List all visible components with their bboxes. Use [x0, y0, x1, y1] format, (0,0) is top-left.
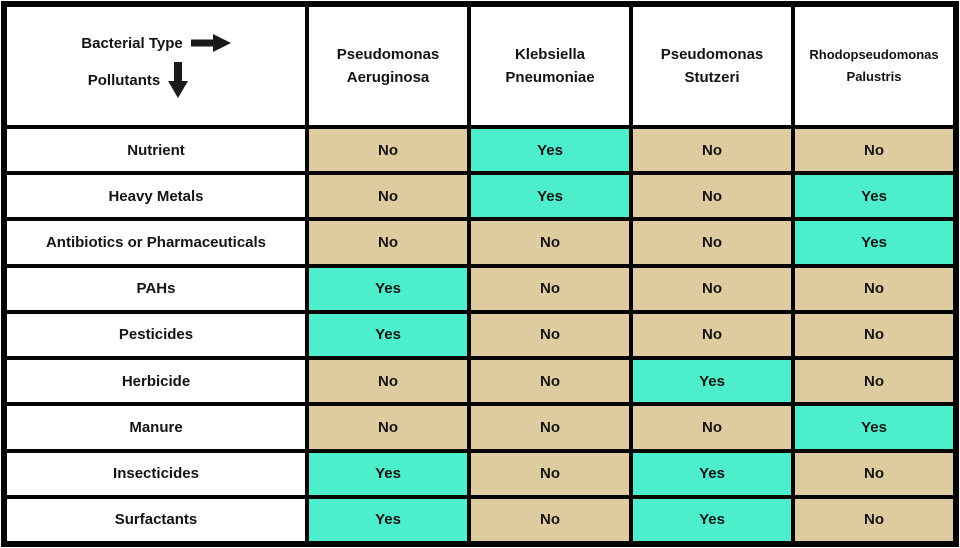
answer-cell: No [309, 221, 467, 264]
pollutants-axis-label: Pollutants [87, 71, 161, 89]
row-label-herbicide: Herbicide [7, 360, 305, 403]
column-header-klebsiella-pneumoniae: Klebsiella Pneumoniae [471, 7, 629, 125]
answer-cell: No [471, 267, 629, 310]
answer-cell: No [795, 129, 953, 172]
answer-cell: No [795, 452, 953, 495]
answer-cell: Yes [471, 175, 629, 218]
answer-cell: Yes [633, 360, 791, 403]
answer-cell: No [309, 406, 467, 449]
answer-cell: Yes [309, 452, 467, 495]
answer-cell: No [471, 406, 629, 449]
answer-cell: No [633, 129, 791, 172]
answer-cell: Yes [309, 267, 467, 310]
row-label-insecticides: Insecticides [7, 452, 305, 495]
answer-cell: Yes [309, 313, 467, 357]
answer-cell: Yes [795, 221, 953, 264]
answer-cell: Yes [795, 175, 953, 218]
answer-cell: No [633, 175, 791, 218]
answer-cell: Yes [309, 498, 467, 541]
column-header-pseudomonas-stutzeri: Pseudomonas Stutzeri [633, 7, 791, 125]
answer-cell: No [471, 498, 629, 541]
pollutants-axis: Pollutants [88, 62, 189, 98]
answer-cell: No [309, 175, 467, 218]
answer-cell: No [471, 221, 629, 264]
bacterial-type-axis: Bacterial Type [81, 34, 231, 52]
answer-cell: No [795, 313, 953, 357]
row-label-heavy-metals: Heavy Metals [7, 175, 305, 218]
answer-cell: No [633, 406, 791, 449]
row-label-surfactants: Surfactants [7, 498, 305, 541]
answer-cell: No [471, 360, 629, 403]
answer-cell: No [633, 267, 791, 310]
row-label-antibiotics-or-pharmaceuticals: Antibiotics or Pharmaceuticals [7, 221, 305, 264]
answer-cell: No [795, 360, 953, 403]
row-label-nutrient: Nutrient [7, 129, 305, 172]
answer-cell: No [795, 498, 953, 541]
column-header-rhodopseudomonas-palustris: Rhodopseudomonas Palustris [795, 7, 953, 125]
answer-cell: Yes [633, 498, 791, 541]
down-arrow-icon [168, 62, 189, 98]
answer-cell: No [471, 313, 629, 357]
row-label-pesticides: Pesticides [7, 313, 305, 357]
answer-cell: No [633, 221, 791, 264]
answer-cell: No [471, 452, 629, 495]
answer-cell: Yes [471, 129, 629, 172]
answer-cell: No [633, 313, 791, 357]
column-header-pseudomonas-aeruginosa: Pseudomonas Aeruginosa [309, 7, 467, 125]
row-label-pahs: PAHs [7, 267, 305, 310]
answer-cell: No [795, 267, 953, 310]
answer-cell: No [309, 360, 467, 403]
row-label-manure: Manure [7, 406, 305, 449]
answer-cell: Yes [633, 452, 791, 495]
answer-cell: Yes [795, 406, 953, 449]
right-arrow-icon [190, 34, 231, 52]
bacterial-type-axis-label: Bacterial Type [81, 34, 183, 52]
answer-cell: No [309, 129, 467, 172]
corner-header-cell: Bacterial Type Pollutants [7, 7, 305, 125]
